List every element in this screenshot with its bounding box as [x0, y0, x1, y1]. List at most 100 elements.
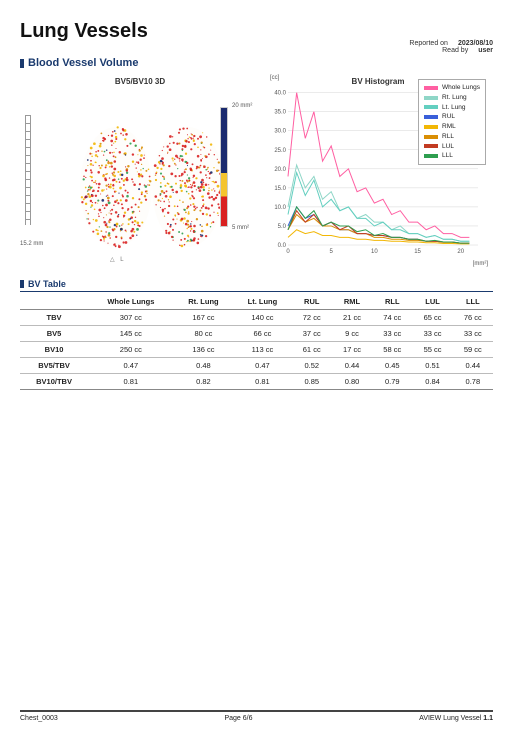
footer-center: Page 6/6: [224, 715, 252, 722]
svg-text:30.0: 30.0: [274, 129, 286, 135]
table-row: BV5/TBV0.470.480.470.520.440.450.510.44: [20, 358, 493, 374]
legend-item: RLL: [424, 132, 480, 142]
cell: 145 cc: [88, 326, 174, 342]
meta-reported-on-value: 2023/08/10: [458, 40, 493, 47]
footer-left: Chest_0003: [20, 715, 58, 722]
table-row: BV10/TBV0.810.820.810.850.800.790.840.78: [20, 374, 493, 390]
cell: 17 cc: [332, 342, 372, 358]
row-header: BV5: [20, 326, 88, 342]
bv-col-3: Lt. Lung: [233, 294, 291, 310]
bv-col-6: RLL: [372, 294, 412, 310]
cell: 33 cc: [412, 326, 452, 342]
cell: 72 cc: [292, 310, 332, 326]
legend-label: LLL: [442, 151, 453, 161]
cell: 33 cc: [453, 326, 493, 342]
cell: 37 cc: [292, 326, 332, 342]
cell: 0.45: [372, 358, 412, 374]
cell: 307 cc: [88, 310, 174, 326]
ruler-scale: [20, 115, 36, 225]
legend-swatch: [424, 125, 438, 129]
cell: 167 cc: [174, 310, 234, 326]
cell: 55 cc: [412, 342, 452, 358]
legend-label: Rt. Lung: [442, 93, 467, 103]
bv-col-1: Whole Lungs: [88, 294, 174, 310]
meta-read-by-value: user: [478, 47, 493, 54]
section-blood-vessel-volume: Blood Vessel Volume: [20, 57, 493, 69]
cell: 33 cc: [372, 326, 412, 342]
cell: 61 cc: [292, 342, 332, 358]
cell: 250 cc: [88, 342, 174, 358]
cell: 0.44: [332, 358, 372, 374]
x-axis-unit: [mm²]: [473, 261, 488, 267]
legend-swatch: [424, 86, 438, 90]
cell: 0.81: [233, 374, 291, 390]
legend-item: LUL: [424, 142, 480, 152]
bv-table: Whole LungsRt. LungLt. LungRULRMLRLLLULL…: [20, 294, 493, 390]
legend-swatch: [424, 154, 438, 158]
bv-col-5: RML: [332, 294, 372, 310]
bv-col-8: LLL: [453, 294, 493, 310]
legend-item: Whole Lungs: [424, 83, 480, 93]
svg-text:20: 20: [457, 249, 464, 255]
cell: 0.52: [292, 358, 332, 374]
bv-col-7: LUL: [412, 294, 452, 310]
svg-text:35.0: 35.0: [274, 110, 286, 116]
lung-3d-figure: [38, 87, 238, 257]
report-meta: Reported on 2023/08/10 Read by user: [409, 40, 493, 54]
bv-col-2: Rt. Lung: [174, 294, 234, 310]
y-axis-unit: [cc]: [270, 75, 279, 81]
row-header: BV5/TBV: [20, 358, 88, 374]
cell: 65 cc: [412, 310, 452, 326]
legend-swatch: [424, 105, 438, 109]
legend-label: Whole Lungs: [442, 83, 480, 93]
svg-text:0: 0: [286, 249, 290, 255]
row-header: TBV: [20, 310, 88, 326]
legend-swatch: [424, 144, 438, 148]
svg-text:10: 10: [371, 249, 378, 255]
cell: 0.81: [88, 374, 174, 390]
legend-label: RLL: [442, 132, 454, 142]
panel-bv-histogram: BV Histogram [cc] Whole LungsRt. LungLt.…: [268, 75, 488, 265]
colorbar-top-label: 20 mm²: [232, 103, 252, 109]
histogram-legend: Whole LungsRt. LungLt. LungRULRMLRLLLULL…: [418, 79, 486, 165]
cell: 21 cc: [332, 310, 372, 326]
row-header: BV10/TBV: [20, 374, 88, 390]
cell: 0.47: [233, 358, 291, 374]
legend-swatch: [424, 96, 438, 100]
colorbar-gradient: [220, 107, 228, 227]
legend-item: RML: [424, 122, 480, 132]
cell: 58 cc: [372, 342, 412, 358]
cell: 136 cc: [174, 342, 234, 358]
cell: 0.82: [174, 374, 234, 390]
legend-label: RUL: [442, 112, 455, 122]
cell: 66 cc: [233, 326, 291, 342]
cell: 0.51: [412, 358, 452, 374]
colorbar: 20 mm² 5 mm²: [220, 105, 260, 229]
svg-text:15: 15: [414, 249, 421, 255]
cell: 140 cc: [233, 310, 291, 326]
footer-right: AVIEW Lung Vessel 1.1: [419, 715, 493, 722]
cell: 0.84: [412, 374, 452, 390]
legend-item: RUL: [424, 112, 480, 122]
legend-label: Lt. Lung: [442, 103, 466, 113]
legend-item: Rt. Lung: [424, 93, 480, 103]
row-header: BV10: [20, 342, 88, 358]
cell: 0.78: [453, 374, 493, 390]
cell: 76 cc: [453, 310, 493, 326]
colorbar-bot-label: 5 mm²: [232, 225, 249, 231]
cell: 0.48: [174, 358, 234, 374]
cell: 0.79: [372, 374, 412, 390]
svg-text:40.0: 40.0: [274, 91, 286, 97]
cell: 9 cc: [332, 326, 372, 342]
cell: 74 cc: [372, 310, 412, 326]
svg-text:5.0: 5.0: [278, 224, 287, 230]
panel-3d-title: BV5/BV10 3D: [20, 77, 260, 86]
svg-text:10.0: 10.0: [274, 205, 286, 211]
cell: 80 cc: [174, 326, 234, 342]
legend-swatch: [424, 115, 438, 119]
legend-label: LUL: [442, 142, 454, 152]
page-footer: Chest_0003 Page 6/6 AVIEW Lung Vessel 1.…: [20, 710, 493, 722]
section-bv-table: BV Table: [20, 279, 493, 292]
legend-item: LLL: [424, 151, 480, 161]
table-row: BV5145 cc80 cc66 cc37 cc9 cc33 cc33 cc33…: [20, 326, 493, 342]
